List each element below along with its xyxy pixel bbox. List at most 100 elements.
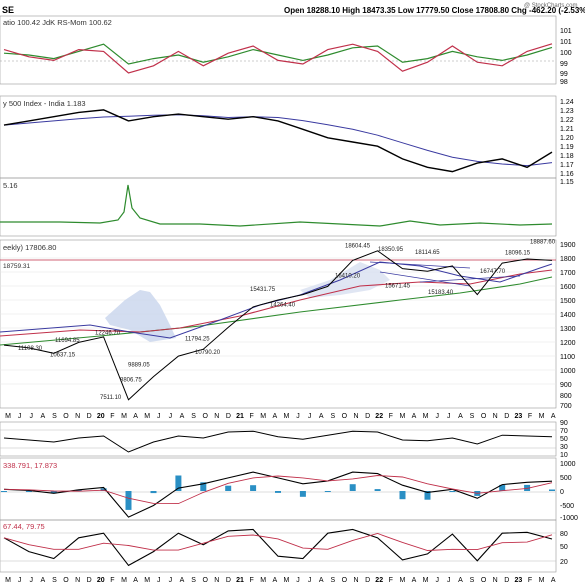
stoch-line xyxy=(3,528,553,567)
stoch-panel-frame xyxy=(0,519,557,573)
month-tick-label: N xyxy=(75,413,80,420)
month-tick-label: S xyxy=(470,413,475,420)
month-tick-label: A xyxy=(180,413,185,420)
month-tick-label: M xyxy=(283,577,289,584)
price-annotation: 11108.30 xyxy=(18,346,43,352)
macd-histogram-bar xyxy=(499,484,506,491)
price-tick: 700 xyxy=(560,403,572,410)
rrg-tick: 99 xyxy=(560,71,568,78)
price-annotation: 18604.45 xyxy=(345,243,371,249)
chart-title-fragment: SE xyxy=(2,5,14,15)
month-tick-label: 20 xyxy=(97,577,105,584)
price-tick: 1200 xyxy=(560,340,576,347)
price-panel-frame xyxy=(0,239,557,409)
macd-histogram-bar xyxy=(175,475,182,491)
macd-legend: 338.791, 17.873 xyxy=(3,461,57,470)
rs-tick: 1.18 xyxy=(560,153,574,160)
macd-histogram-bar xyxy=(299,491,306,497)
month-tick-label: O xyxy=(481,577,487,584)
price-tick: 1400 xyxy=(560,312,576,319)
month-tick-label: N xyxy=(353,413,358,420)
month-tick-label: O xyxy=(202,413,208,420)
rsi-panel: 90 70 50 30 10 xyxy=(0,420,568,459)
rsi-panel-frame xyxy=(0,421,557,457)
macd-tick: 500 xyxy=(560,475,572,482)
rrg-axis: 101 101 100 99 99 98 xyxy=(560,28,572,86)
price-annotation: 16747.70 xyxy=(480,269,506,275)
stoch-panel: 67.44, 79.75 80 50 20 xyxy=(0,519,568,573)
month-tick-label: A xyxy=(412,577,417,584)
price-tick: 1100 xyxy=(560,354,575,361)
adx-panel: 5.16 xyxy=(0,177,557,237)
macd-histogram-bar xyxy=(449,491,456,492)
rsi-tick: 30 xyxy=(560,444,568,451)
month-axis-top: M J J A S O N D 20 F M A M J J A S O N D 21 F M A M J J A S O N D 22 F M A M… xyxy=(5,413,556,420)
rs-axis: 1.24 1.23 1.22 1.21 1.20 1.19 1.18 1.17 … xyxy=(560,99,574,186)
month-tick-label: 23 xyxy=(515,413,523,420)
month-tick-label: D xyxy=(226,413,231,420)
macd-histogram-bar xyxy=(250,485,257,491)
rrg-legend: atio 100.42 JdK RS-Mom 100.62 xyxy=(3,18,112,27)
month-tick-label: S xyxy=(470,577,475,584)
adx-legend: 5.16 xyxy=(3,181,18,190)
adx-panel-frame xyxy=(0,177,557,237)
stoch-tick: 80 xyxy=(560,531,568,538)
rs-tick: 1.23 xyxy=(560,108,574,115)
month-tick-label: J xyxy=(296,577,300,584)
macd-histogram-bar xyxy=(549,489,555,491)
price-annotation: 15431.75 xyxy=(250,287,276,293)
price-tick: 800 xyxy=(560,393,572,400)
month-tick-label: A xyxy=(551,577,556,584)
month-tick-label: A xyxy=(272,577,277,584)
price-annotation: 15671.45 xyxy=(385,284,411,290)
month-tick-label: M xyxy=(121,413,127,420)
month-tick-label: J xyxy=(308,577,312,584)
rs-tick: 1.22 xyxy=(560,117,574,124)
stoch-tick: 20 xyxy=(560,559,568,566)
month-tick-label: A xyxy=(180,577,185,584)
price-annotation: 9889.05 xyxy=(128,363,150,369)
month-tick-label: F xyxy=(249,577,253,584)
month-tick-label: S xyxy=(52,413,57,420)
macd-line xyxy=(3,471,553,518)
price-annotation: 14264.40 xyxy=(270,303,296,309)
price-line xyxy=(3,250,553,401)
macd-tick: 0 xyxy=(560,489,564,496)
month-tick-label: F xyxy=(110,413,114,420)
month-tick-label: N xyxy=(214,577,219,584)
month-tick-label: 23 xyxy=(515,577,523,584)
macd-histogram-bar xyxy=(150,491,157,494)
rs-moving-average xyxy=(3,114,553,167)
bollinger-band-2 xyxy=(300,262,390,298)
rrg-tick: 101 xyxy=(560,28,572,35)
price-annotations: 11694.85 12246.70 11108.30 10637.15 9889.05 8… xyxy=(18,240,556,402)
month-tick-label: 20 xyxy=(97,413,105,420)
month-tick-label: F xyxy=(110,577,114,584)
rs-tick: 1.19 xyxy=(560,144,574,151)
month-tick-label: A xyxy=(458,413,463,420)
month-tick-label: S xyxy=(52,577,57,584)
ohlc-readout: Open 18288.10 High 18473.35 Low 17779.50… xyxy=(284,6,585,15)
month-tick-label: M xyxy=(423,413,429,420)
macd-histogram-bar xyxy=(1,491,7,492)
month-tick-label: A xyxy=(272,413,277,420)
rsi-tick: 70 xyxy=(560,428,568,435)
price-annotation: 18887.60 xyxy=(530,240,556,246)
rsi-tick: 90 xyxy=(560,420,568,427)
month-tick-label: N xyxy=(493,577,498,584)
rrg-tick: 98 xyxy=(560,79,568,86)
price-tick: 1700 xyxy=(560,270,576,277)
price-annotation: 18096.15 xyxy=(505,250,531,256)
month-tick-label: O xyxy=(202,577,208,584)
month-tick-label: O xyxy=(342,577,348,584)
month-tick-label: J xyxy=(29,413,33,420)
month-tick-label: M xyxy=(423,577,429,584)
rs-tick: 1.15 xyxy=(560,179,574,186)
month-tick-label: F xyxy=(249,413,253,420)
macd-signal-line xyxy=(3,475,553,505)
rsi-line xyxy=(3,430,553,453)
month-tick-label: S xyxy=(330,577,335,584)
month-tick-label: J xyxy=(29,577,33,584)
price-annotation: 11794.25 xyxy=(185,337,210,343)
